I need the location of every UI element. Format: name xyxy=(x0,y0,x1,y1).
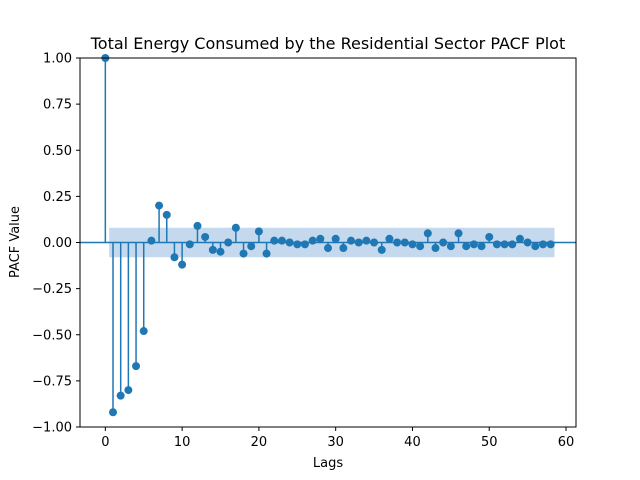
markers-group xyxy=(101,54,555,417)
stem-marker xyxy=(439,238,448,247)
chart-title: Total Energy Consumed by the Residential… xyxy=(90,34,566,53)
stem-marker xyxy=(231,223,240,232)
stem-marker xyxy=(362,236,371,245)
stem-marker xyxy=(239,249,248,258)
x-tick-label: 40 xyxy=(404,435,421,450)
stem-marker xyxy=(170,253,179,262)
stem-marker xyxy=(477,242,486,251)
stem-marker xyxy=(469,240,478,249)
stem-marker xyxy=(201,232,210,241)
stem-marker xyxy=(492,240,501,249)
stem-marker xyxy=(262,249,271,258)
x-tick-label: 10 xyxy=(174,435,191,450)
x-tick-label: 30 xyxy=(327,435,344,450)
stem-marker xyxy=(162,210,171,219)
stem-marker xyxy=(400,238,409,247)
stem-marker xyxy=(247,242,256,251)
stem-marker xyxy=(270,236,279,245)
stem-marker xyxy=(515,234,524,243)
stem-marker xyxy=(109,408,118,417)
stem-marker xyxy=(277,236,286,245)
stem-marker xyxy=(508,240,517,249)
stem-marker xyxy=(423,229,432,238)
stem-marker xyxy=(324,244,332,253)
stem-marker xyxy=(431,244,440,253)
stem-marker xyxy=(347,236,356,245)
stem-marker xyxy=(339,244,348,253)
y-tick-label: −0.50 xyxy=(32,328,72,343)
stem-marker xyxy=(132,362,141,371)
stem-marker xyxy=(116,391,125,400)
y-axis-label: PACF Value xyxy=(8,206,23,278)
x-tick-label: 50 xyxy=(481,435,498,450)
stem-marker xyxy=(408,240,417,249)
stem-marker xyxy=(254,227,263,236)
y-axis: −1.00 −0.75 −0.50 −0.25 0.00 0.25 0.50 0.75 1.00 xyxy=(32,52,80,436)
stem-marker xyxy=(308,236,317,245)
y-tick-label: 0.75 xyxy=(43,98,72,113)
stem-marker xyxy=(316,234,325,243)
stem-marker xyxy=(293,240,302,249)
x-tick-label: 60 xyxy=(558,435,575,450)
stem-marker xyxy=(416,242,425,251)
stem-marker xyxy=(370,238,379,247)
stem-marker xyxy=(185,240,194,249)
y-tick-label: −0.75 xyxy=(32,374,72,389)
y-tick-label: 0.00 xyxy=(43,236,72,251)
stem-marker xyxy=(546,240,555,249)
stem-marker xyxy=(285,238,294,247)
stem-marker xyxy=(454,229,463,238)
y-tick-label: 0.50 xyxy=(43,144,72,159)
stem-marker xyxy=(377,245,386,254)
stem-marker xyxy=(354,238,363,247)
stem-marker xyxy=(385,234,394,243)
x-axis-label: Lags xyxy=(313,456,343,471)
y-tick-label: −1.00 xyxy=(32,421,72,436)
y-tick-label: −0.25 xyxy=(32,282,72,297)
stem-marker xyxy=(300,240,309,249)
x-tick-label: 20 xyxy=(251,435,268,450)
stem-marker xyxy=(208,245,217,254)
stem-marker xyxy=(446,242,455,251)
stem-marker xyxy=(147,236,156,245)
stem-marker xyxy=(331,234,340,243)
stem-marker xyxy=(538,240,547,249)
stem-marker xyxy=(216,247,225,256)
stem-marker xyxy=(155,201,164,210)
stem-marker xyxy=(139,327,148,336)
y-tick-label: 0.25 xyxy=(43,190,72,205)
stem-marker xyxy=(393,238,402,247)
stem-marker xyxy=(193,221,202,230)
stem-marker xyxy=(224,238,233,247)
stem-marker xyxy=(523,238,532,247)
stem-marker xyxy=(485,232,494,241)
stem-marker xyxy=(462,242,471,251)
stem-marker xyxy=(500,240,509,249)
y-tick-label: 1.00 xyxy=(43,52,72,67)
x-axis: 0 10 20 30 40 50 60 xyxy=(101,427,574,450)
x-tick-label: 0 xyxy=(101,435,109,450)
stem-marker xyxy=(531,242,540,251)
stem-marker xyxy=(178,260,187,269)
stem-marker xyxy=(124,386,133,395)
